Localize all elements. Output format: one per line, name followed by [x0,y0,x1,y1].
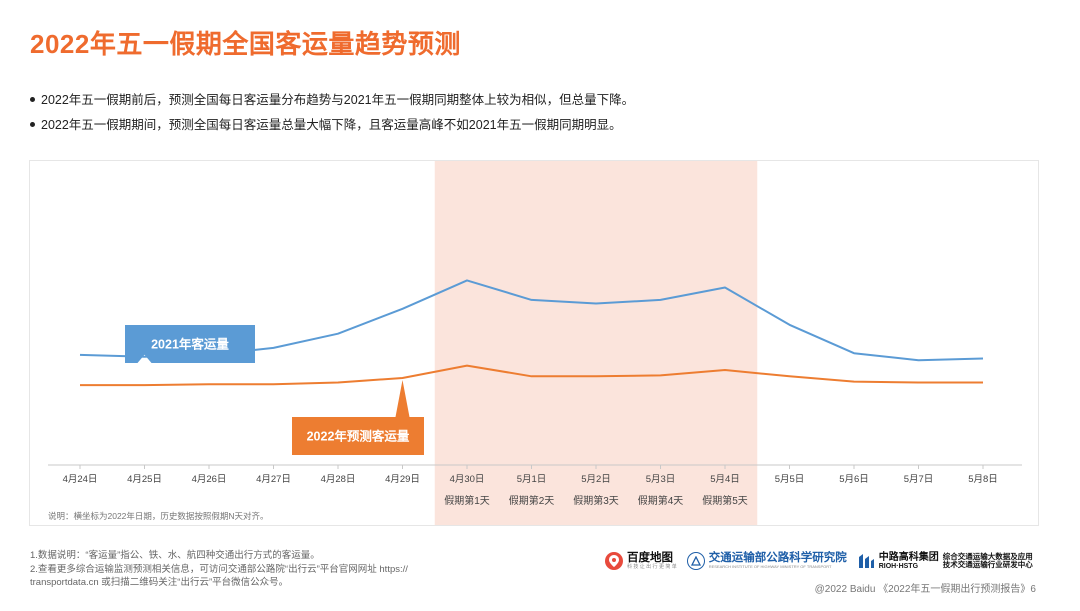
legend-callout-2022-text: 2022年预测客运量 [307,429,410,444]
zhonglu-logo-text: 中路高科集团 [878,551,939,563]
center-logo-line1: 综合交通运输大数据及应用 [942,551,1033,561]
x-tick-label: 4月26日 [192,474,227,485]
x-tick-label: 5月4日 [710,474,740,485]
bullet-item: 2022年五一假期前后，预测全国每日客运量分布趋势与2021年五一假期同期整体上… [30,88,634,113]
bullet-text: 2022年五一假期前后，预测全国每日客运量分布趋势与2021年五一假期同期整体上… [41,93,635,107]
holiday-day-label: 假期第3天 [573,494,619,507]
x-tick-label: 4月24日 [63,474,98,485]
holiday-day-label: 假期第5天 [702,494,748,507]
holiday-day-label: 假期第1天 [444,494,490,507]
zhonglu-logo-sub: RIOH·HSTG [878,562,919,570]
ministry-logo-text: 交通运输部公路科学研究院 [708,552,847,565]
footer-note-3: transportdata.cn 或扫描二维码关注“出行云”平台微信公众号。 [30,577,289,588]
ministry-emblem-icon [686,552,705,570]
baidu-logo-text: 百度地图 [627,551,673,564]
footer-note-2: 2.查看更多综合运输监测预测相关信息，可访问交通部公路院“出行云”平台官网网址 … [30,563,408,575]
x-tick-label: 5月8日 [968,474,998,485]
x-tick-label: 5月2日 [581,474,611,485]
copyright-footer: @2022 Baidu 《2022年五一假期出行预测报告》6 [814,584,1036,595]
page-title: 2022年五一假期全国客运量趋势预测 [30,29,461,59]
chart-note: 说明：横坐标为2022年日期，历史数据按照假期N天对齐。 [48,511,269,521]
holiday-day-label: 假期第4天 [638,494,684,507]
holiday-highlight-band [434,161,758,525]
x-tick-label: 5月1日 [517,474,547,485]
bullet-text: 2022年五一假期期间，预测全国每日客运量总量大幅下降，且客运量高峰不如2021… [41,118,622,132]
x-tick-label: 4月27日 [256,474,291,485]
bullet-dot [30,122,35,128]
legend-callout-2021-box [125,325,255,363]
x-tick-label: 5月3日 [646,474,676,485]
bullet-item: 2022年五一假期期间，预测全国每日客运量总量大幅下降，且客运量高峰不如2021… [30,113,634,138]
line-chart: 4月24日 4月25日 4月26日 4月27日 4月28日 4月29日 4月30日 5月1日 5… [48,161,1022,525]
footer-notes: 1.数据说明：“客运量”指公、铁、水、航四种交通出行方式的客运量。 2.查看更多… [30,549,408,590]
x-tick-label: 4月25日 [127,474,162,485]
x-tick-label: 5月6日 [839,474,869,485]
partner-logos: 百度地图 科 技 让 出 行 更 简 单 交通运输部公路科学研究院 RESEAR… [605,547,1045,575]
x-tick-label: 4月29日 [385,474,420,485]
zhonglu-logo: 中路高科集团 RIOH·HSTG 综合交通运输大数据及应用 技术交通运输行业研发… [857,552,1033,571]
bullet-dot [30,97,35,103]
holiday-day-label: 假期第2天 [509,494,555,507]
x-tick-label: 5月7日 [904,474,934,485]
x-tick-label: 5月5日 [775,474,805,485]
ministry-logo-sub: RESEARCH INSTITUTE OF HIGHWAY MINISTRY O… [708,564,832,570]
chart-panel: 4月24日 4月25日 4月26日 4月27日 4月28日 4月29日 4月30日 5月1日 5… [29,160,1039,526]
summary-bullets: 2022年五一假期前后，预测全国每日客运量分布趋势与2021年五一假期同期整体上… [30,88,634,138]
legend-callout-2022-box [292,380,424,455]
baidu-logo-sub: 科 技 让 出 行 更 简 单 [627,563,677,570]
x-tick-label: 4月30日 [450,474,485,485]
x-tick-label: 4月28日 [321,474,356,485]
center-logo-line2: 技术交通运输行业研发中心 [942,560,1033,569]
ministry-logo: 交通运输部公路科学研究院 RESEARCH INSTITUTE OF HIGHW… [686,552,847,570]
footer-note-1: 1.数据说明：“客运量”指公、铁、水、航四种交通出行方式的客运量。 [30,550,320,561]
map-pin-icon [605,551,623,570]
baidu-maps-logo: 百度地图 科 技 让 出 行 更 简 单 [605,552,677,570]
legend-callout-2021-text: 2021年客运量 [151,337,229,352]
zhonglu-emblem-icon [857,552,875,570]
series-line-2022 [80,364,983,387]
